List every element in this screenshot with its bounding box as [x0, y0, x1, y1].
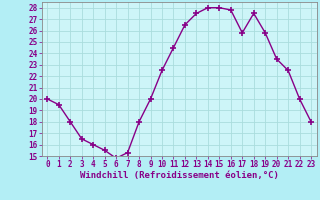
X-axis label: Windchill (Refroidissement éolien,°C): Windchill (Refroidissement éolien,°C) [80, 171, 279, 180]
